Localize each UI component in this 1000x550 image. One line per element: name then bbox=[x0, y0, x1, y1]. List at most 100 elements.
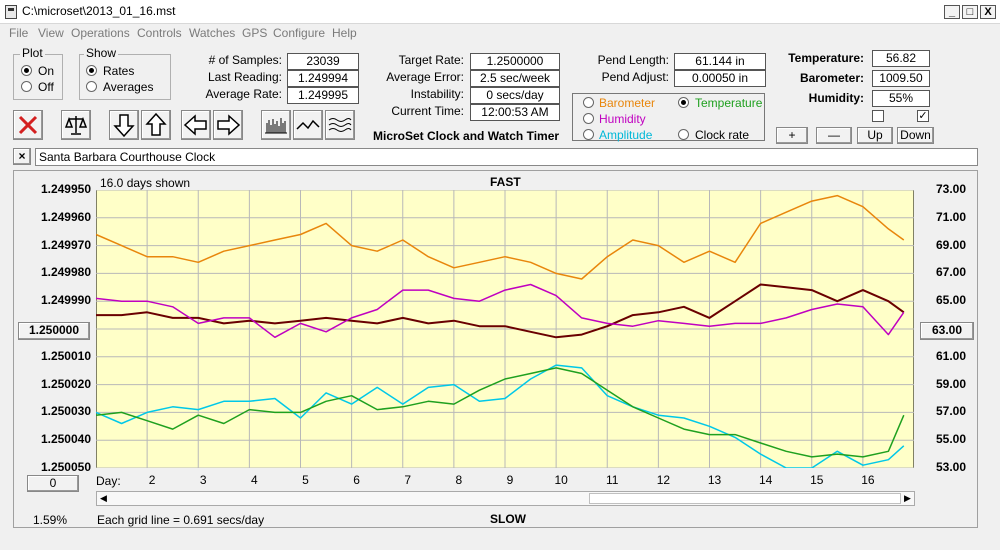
scroll-right-arrow-icon[interactable]: ▶ bbox=[904, 493, 911, 503]
scroll-left-arrow-icon[interactable]: ◀ bbox=[100, 493, 107, 503]
menu-view[interactable]: View bbox=[38, 26, 64, 40]
series-line-humidity bbox=[96, 283, 905, 339]
x-tick-label: 2 bbox=[148, 473, 156, 487]
aux-checkbox-2[interactable]: ✓ bbox=[917, 110, 929, 122]
y-tick-label: 1.250050 bbox=[40, 460, 91, 474]
arrow-up-icon bbox=[145, 112, 167, 136]
app-name-label: MicroSet Clock and Watch Timer bbox=[373, 129, 560, 143]
humidity-radio[interactable] bbox=[583, 113, 594, 124]
y2-tick-label: 65.00 bbox=[935, 293, 966, 308]
temperature-option-label: Temperature bbox=[695, 96, 763, 110]
x-tick-label: 16 bbox=[861, 473, 875, 487]
balance-button[interactable] bbox=[61, 110, 91, 140]
scroll-left-button[interactable] bbox=[181, 110, 211, 140]
series-line-barometer bbox=[96, 194, 905, 280]
scroll-down-button[interactable]: Down bbox=[897, 127, 934, 144]
scroll-up-button[interactable]: Up bbox=[857, 127, 893, 144]
clock-rate-radio[interactable] bbox=[678, 129, 689, 140]
y-tick-label: 1.250010 bbox=[40, 348, 91, 363]
x-tick-label: 9 bbox=[506, 473, 514, 487]
clock-rate-option-label: Clock rate bbox=[695, 128, 750, 142]
last-reading-label: Last Reading: bbox=[207, 70, 282, 84]
scroll-right-button[interactable] bbox=[213, 110, 243, 140]
rate-up-button[interactable] bbox=[141, 110, 171, 140]
series-line-temperature bbox=[96, 367, 905, 458]
pend-length-field: 61.144 in bbox=[674, 53, 766, 70]
horizontal-scrollbar[interactable]: ◀ ▶ bbox=[96, 491, 915, 506]
x-tick-label: 12 bbox=[656, 473, 671, 487]
amplitude-radio[interactable] bbox=[583, 129, 594, 140]
maximize-button[interactable]: □ bbox=[962, 5, 978, 19]
show-rates-radio[interactable] bbox=[86, 65, 97, 76]
zoom-minus-button[interactable]: — bbox=[816, 127, 852, 144]
barometer-field: 1009.50 bbox=[872, 70, 930, 87]
minimize-button[interactable]: _ bbox=[944, 5, 960, 19]
plot-group-title: Plot bbox=[20, 46, 45, 60]
clock-title-input[interactable] bbox=[35, 148, 978, 166]
line-view-button[interactable] bbox=[293, 110, 323, 140]
clear-data-button[interactable] bbox=[13, 110, 43, 140]
wave-view-button[interactable] bbox=[325, 110, 355, 140]
arrow-right-icon bbox=[217, 114, 241, 136]
x-tick-label: 15 bbox=[810, 473, 824, 487]
grid-note-label: Each grid line = 0.691 secs/day bbox=[97, 513, 265, 527]
multi-wave-icon bbox=[328, 118, 352, 132]
menu-configure[interactable]: Configure bbox=[273, 26, 326, 40]
close-button[interactable]: X bbox=[980, 5, 996, 19]
menu-operations[interactable]: Operations bbox=[71, 26, 130, 40]
plot-off-radio[interactable] bbox=[21, 81, 32, 92]
y2-tick-label: 61.00 bbox=[935, 348, 966, 363]
amplitude-option-label: Amplitude bbox=[599, 128, 653, 142]
show-averages-radio[interactable] bbox=[86, 81, 97, 92]
current-time-field: 12:00:53 AM bbox=[470, 104, 560, 121]
zoom-plus-button[interactable]: + bbox=[776, 127, 808, 144]
plot-on-radio[interactable] bbox=[21, 65, 32, 76]
target-rate-field: 1.2500000 bbox=[470, 53, 560, 70]
aux-selector-group bbox=[572, 93, 765, 141]
line-wave-icon bbox=[296, 119, 320, 130]
balance-scale-icon bbox=[64, 116, 88, 135]
temperature-field: 56.82 bbox=[872, 50, 930, 67]
last-reading-field: 1.249994 bbox=[287, 70, 359, 87]
average-error-field: 2.5 sec/week bbox=[470, 70, 560, 87]
cursor-aux-readout[interactable]: 63.00 bbox=[920, 322, 974, 340]
app-icon[interactable] bbox=[5, 5, 17, 19]
cursor-rate-readout[interactable]: 1.250000 bbox=[18, 322, 90, 340]
y-tick-label: 1.250020 bbox=[40, 376, 91, 391]
plot-area[interactable] bbox=[96, 190, 914, 468]
menu-controls[interactable]: Controls bbox=[137, 26, 182, 40]
menu-file[interactable]: File bbox=[9, 26, 29, 40]
y-tick-label: 1.249970 bbox=[40, 237, 91, 252]
y2-tick-label: 73.00 bbox=[935, 182, 966, 196]
target-rate-label: Target Rate: bbox=[398, 53, 464, 67]
slow-label: SLOW bbox=[490, 512, 526, 526]
y-tick-label: 1.250030 bbox=[40, 404, 91, 419]
menu-watches[interactable]: Watches bbox=[189, 26, 236, 40]
bottom-left-percent: 1.59% bbox=[33, 513, 68, 527]
samples-field: 23039 bbox=[287, 53, 359, 70]
x-tick-label: 6 bbox=[353, 473, 360, 487]
menu-bar: File View Operations Controls Watches GP… bbox=[0, 24, 1000, 42]
spikes-view-button[interactable] bbox=[261, 110, 291, 140]
temperature-radio[interactable] bbox=[678, 97, 689, 108]
clear-title-button[interactable]: × bbox=[13, 148, 31, 165]
y-tick-label: 1.249950 bbox=[40, 182, 91, 196]
scrollbar-thumb[interactable] bbox=[589, 493, 901, 504]
menu-help[interactable]: Help bbox=[332, 26, 357, 40]
menu-gps[interactable]: GPS bbox=[242, 26, 268, 40]
plot-off-label: Off bbox=[38, 80, 54, 94]
arrow-left-icon bbox=[183, 114, 207, 136]
series-line-amplitude bbox=[96, 364, 905, 468]
day-spin-field[interactable]: 0 bbox=[27, 475, 79, 492]
show-rates-label: Rates bbox=[103, 64, 135, 78]
barometer-radio[interactable] bbox=[583, 97, 594, 108]
aux-checkbox-1[interactable] bbox=[872, 110, 884, 122]
x-tick-label: 4 bbox=[251, 473, 258, 487]
y2-tick-label: 59.00 bbox=[935, 376, 966, 391]
current-time-label: Current Time: bbox=[391, 104, 464, 118]
humidity-label: Humidity: bbox=[808, 91, 864, 105]
rate-down-button[interactable] bbox=[109, 110, 139, 140]
temperature-label: Temperature: bbox=[788, 51, 864, 65]
series-line-clock-rate bbox=[96, 283, 905, 339]
x-tick-label: 3 bbox=[199, 473, 207, 487]
